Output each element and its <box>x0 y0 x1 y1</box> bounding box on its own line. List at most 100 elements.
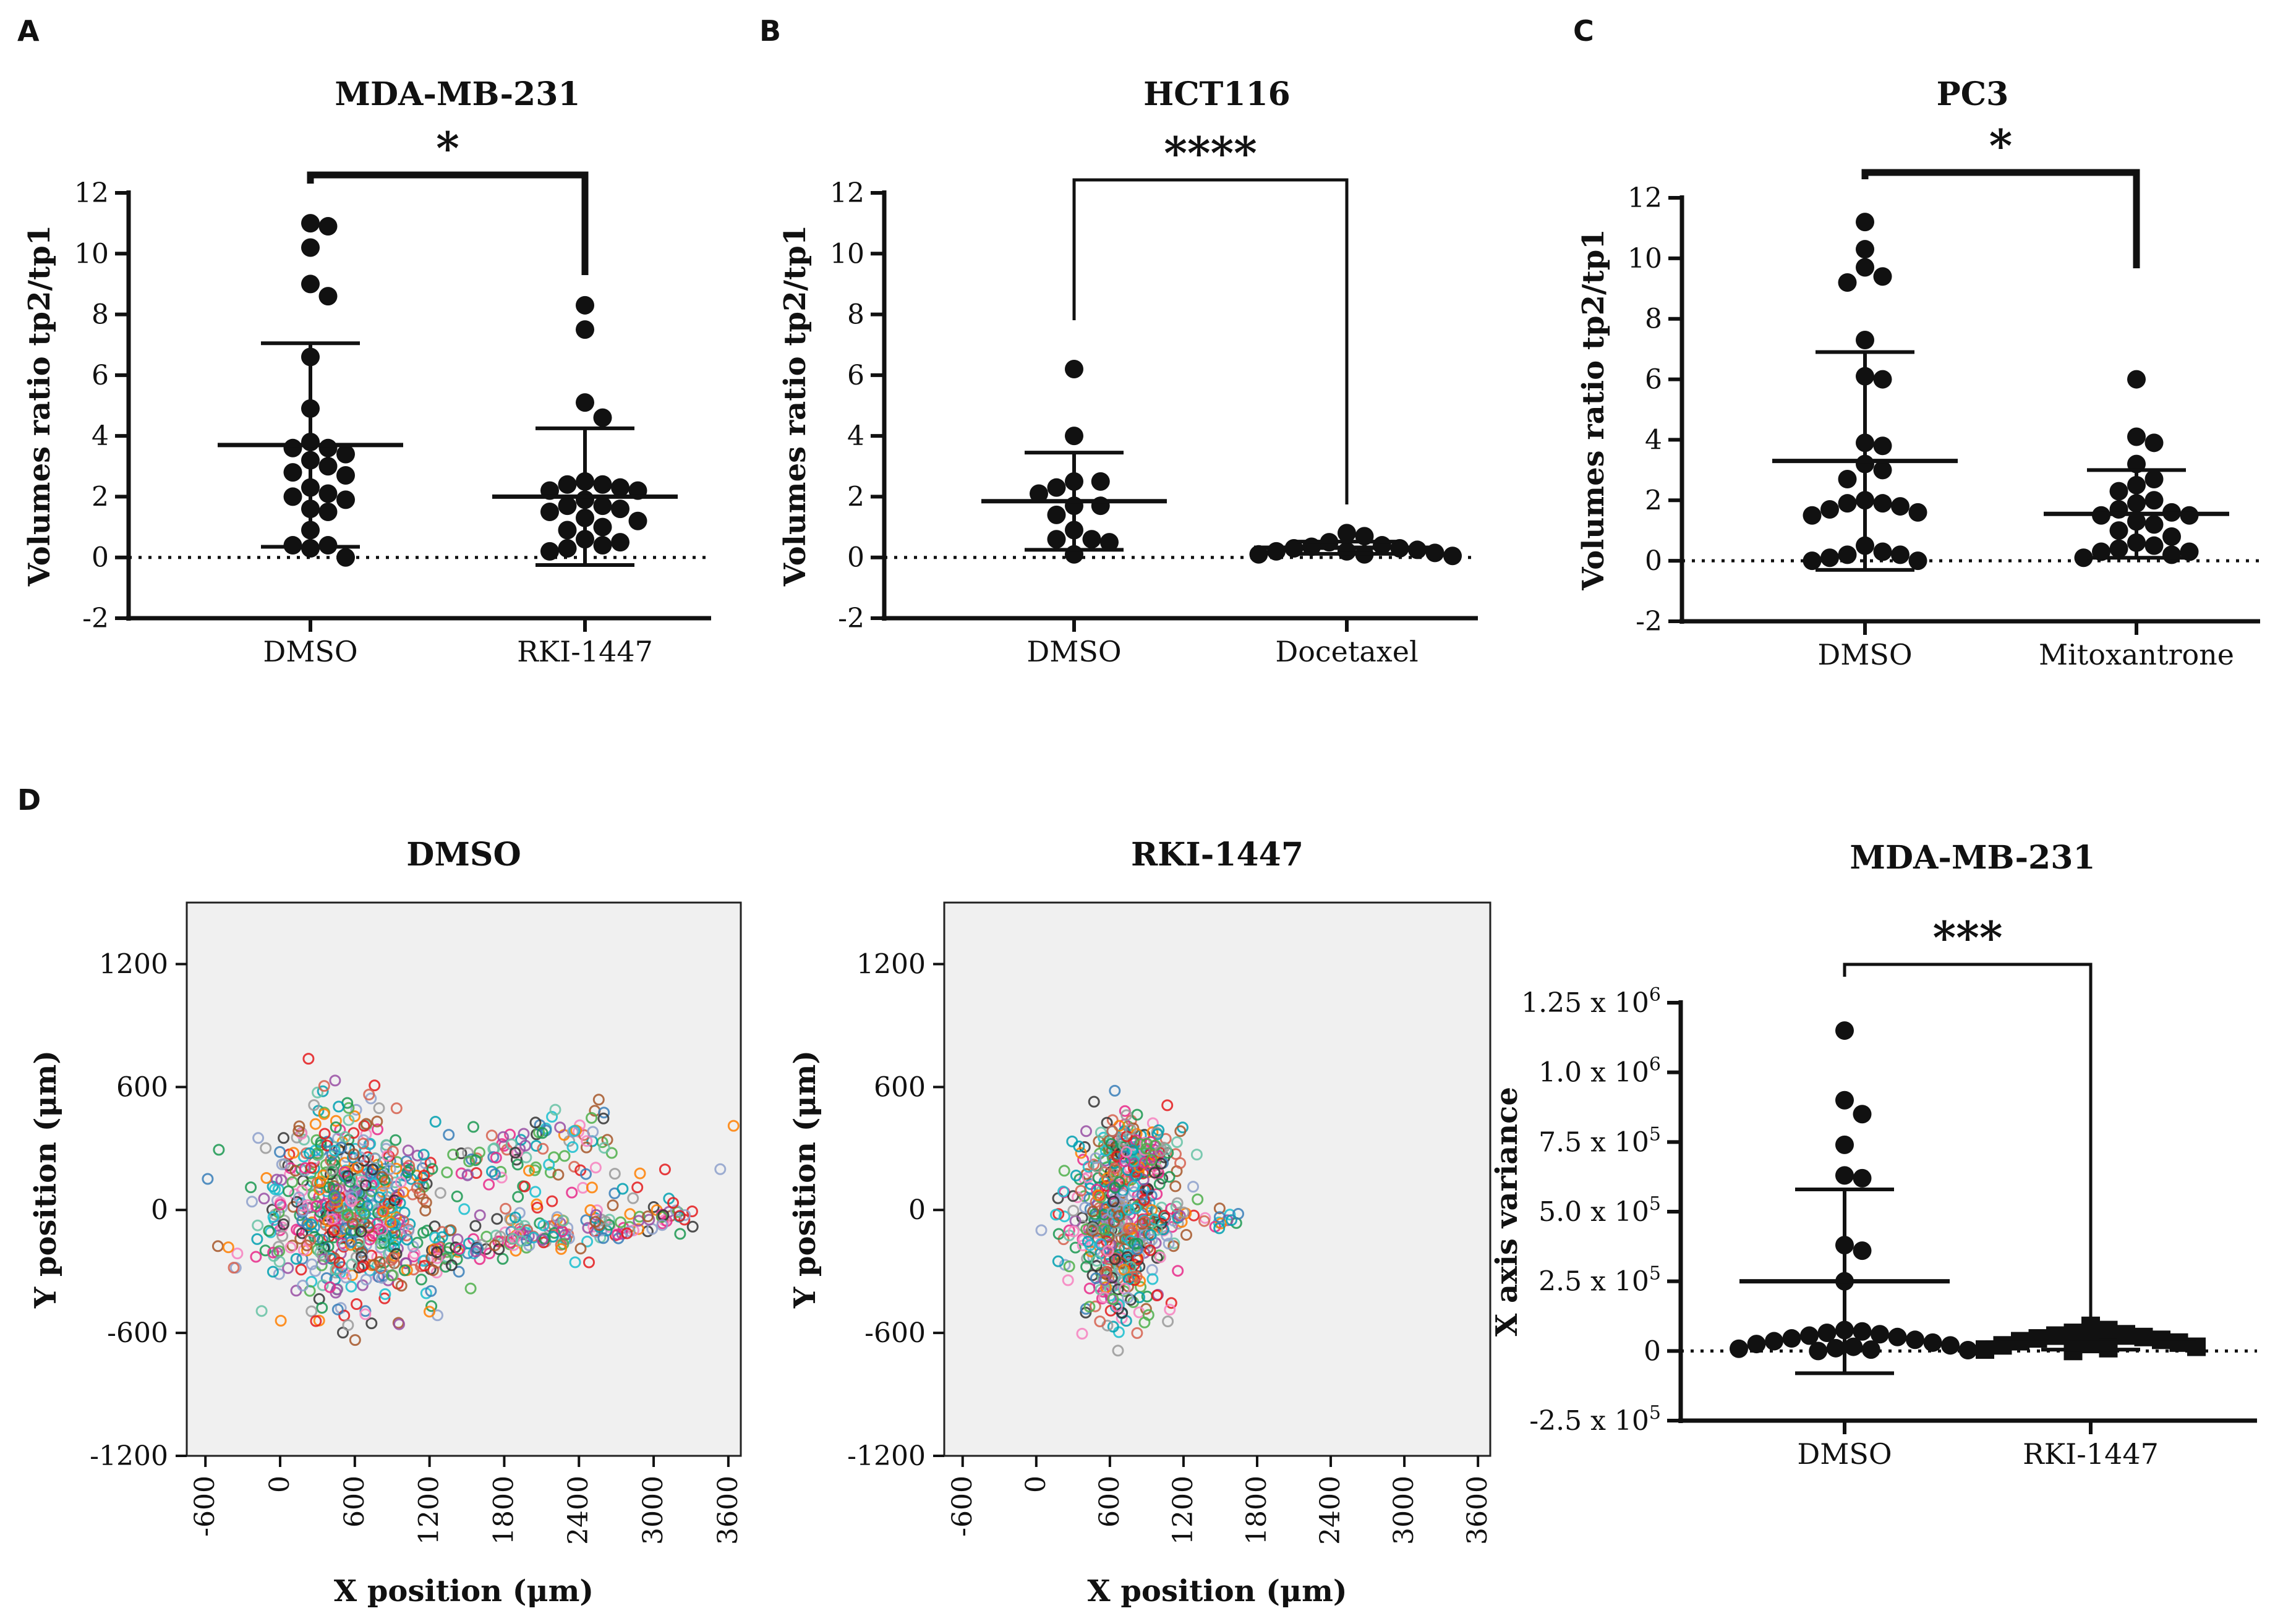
track-point <box>417 1149 430 1161</box>
y-tick-label: 2 <box>92 481 109 512</box>
data-point <box>1765 1332 1783 1351</box>
track-point <box>304 1234 317 1246</box>
y-tick-label: 4 <box>92 420 109 452</box>
track-point <box>727 1120 740 1132</box>
data-point <box>336 490 355 509</box>
x-tick-label: -600 <box>947 1476 978 1537</box>
track-point <box>490 1152 502 1164</box>
track-point <box>222 1241 234 1254</box>
track-point <box>1090 1152 1102 1164</box>
track-point <box>590 1209 602 1221</box>
track-point <box>314 1206 326 1218</box>
track-point <box>346 1196 357 1207</box>
chart-title: MDA-MB-231 <box>335 75 580 113</box>
data-point <box>1373 536 1391 555</box>
track-point <box>1092 1189 1104 1201</box>
y-tick-label: 1200 <box>99 948 168 980</box>
data-point <box>1856 258 1874 277</box>
y-axis-label: Volumes ratio tp2/tp1 <box>22 225 57 587</box>
x-tick-label: -600 <box>189 1476 221 1537</box>
x-category-label: DMSO <box>1026 635 1121 668</box>
track-point <box>1127 1144 1138 1157</box>
track-point <box>318 1128 331 1140</box>
y-tick-label: -1200 <box>90 1440 168 1472</box>
track-point <box>497 1131 510 1143</box>
y-tick-label: 6 <box>1645 364 1662 396</box>
track-point <box>357 1137 369 1150</box>
data-point <box>558 521 577 540</box>
y-tick-label: 12 <box>830 177 864 209</box>
track-point <box>1163 1238 1175 1250</box>
track-point <box>1131 1243 1143 1256</box>
track-point <box>1113 1210 1125 1222</box>
track-point <box>296 1184 309 1197</box>
data-point <box>611 533 629 552</box>
x-category-label: RKI-1447 <box>2023 1437 2159 1471</box>
track-point <box>312 1086 323 1099</box>
x-tick-label: 2400 <box>1315 1476 1346 1545</box>
y-tick-label: 8 <box>92 299 109 331</box>
y-tick-label: 0 <box>908 1194 926 1226</box>
track-point <box>1177 1206 1190 1218</box>
data-point <box>1891 497 1910 516</box>
data-point <box>283 487 302 506</box>
track-point <box>1076 1327 1088 1340</box>
panel-b-chart: HCT116 12 10 8 6 4 2 0 -2 Volumes ratio tp2/tp1 DM… <box>778 75 1478 668</box>
track-point <box>311 1147 323 1160</box>
data-point <box>1047 478 1066 497</box>
data-point <box>336 444 355 464</box>
track-point <box>1163 1171 1176 1183</box>
data-point <box>1443 546 1462 566</box>
data-point <box>540 542 559 561</box>
data-point <box>1091 472 1110 491</box>
track-point <box>591 1204 604 1217</box>
track-point <box>330 1191 342 1204</box>
track-point <box>342 1170 354 1182</box>
track-point <box>429 1116 442 1128</box>
track-point <box>373 1191 386 1204</box>
track-point <box>531 1202 544 1214</box>
track-point <box>453 1243 466 1255</box>
track-point <box>1146 1273 1159 1285</box>
track-point <box>385 1216 397 1228</box>
track-point <box>1169 1180 1182 1192</box>
data-point <box>1908 503 1927 522</box>
track-point <box>411 1182 423 1194</box>
significance-bracket <box>307 171 589 275</box>
track-point <box>431 1252 443 1264</box>
track-point <box>360 1273 372 1286</box>
track-point <box>1063 1261 1075 1272</box>
track-point <box>1138 1194 1150 1206</box>
track-point <box>647 1201 660 1213</box>
x-tick-label: 1800 <box>488 1476 519 1545</box>
track-point <box>1165 1297 1177 1309</box>
track-point <box>1141 1137 1153 1150</box>
track-point <box>495 1171 508 1184</box>
track-point <box>1080 1223 1093 1235</box>
track-point <box>402 1144 414 1157</box>
data-point <box>1838 470 1857 489</box>
track-point <box>1067 1190 1079 1202</box>
track-point <box>367 1163 379 1176</box>
x-tick-label: 3000 <box>638 1476 669 1545</box>
track-point <box>1107 1320 1119 1333</box>
track-point <box>298 1134 310 1146</box>
track-point <box>276 1158 288 1170</box>
track-point <box>714 1163 727 1175</box>
track-point <box>568 1124 581 1137</box>
track-point <box>1080 1306 1092 1319</box>
track-point <box>1232 1208 1244 1220</box>
track-point <box>1174 1157 1187 1169</box>
track-point <box>642 1210 654 1223</box>
data-point <box>576 393 594 412</box>
panel-label-d: D <box>17 783 41 817</box>
track-point <box>667 1197 679 1209</box>
track-point <box>299 1162 311 1174</box>
track-point <box>377 1205 390 1218</box>
track-point <box>1174 1125 1187 1137</box>
data-point <box>1873 267 1892 286</box>
track-point <box>497 1252 509 1265</box>
data-point <box>1082 530 1101 549</box>
track-point <box>418 1170 430 1182</box>
track-point <box>1107 1293 1119 1305</box>
